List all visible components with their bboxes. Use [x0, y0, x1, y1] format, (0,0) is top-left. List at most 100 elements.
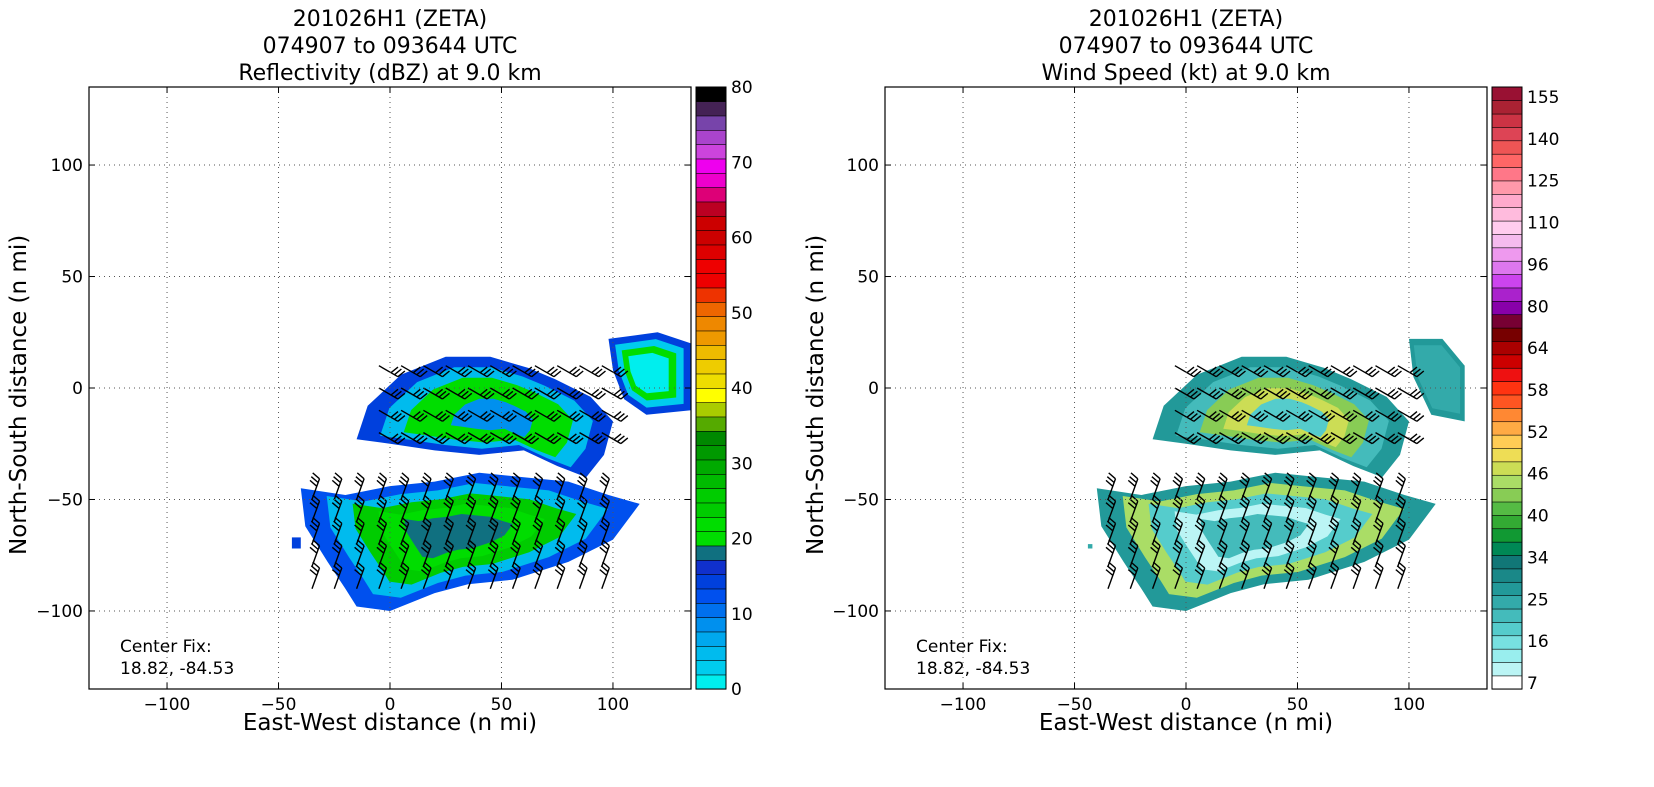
colorbar-bin: [695, 86, 727, 102]
colorbar-bin: [695, 144, 727, 160]
wind-barb: [331, 494, 343, 523]
chart-title: 201026H1 (ZETA) 074907 to 093644 UTC Ref…: [89, 6, 691, 87]
wind-barb: [1241, 387, 1269, 400]
wind-barb: [331, 472, 343, 500]
wind-barb: [599, 516, 610, 545]
colorbar-bin: [695, 201, 727, 217]
wind-barb: [1239, 539, 1250, 567]
wind-barb: [309, 561, 321, 589]
wind-barb: [1194, 516, 1206, 545]
wind-barb: [423, 365, 450, 378]
center-fix-label: Center Fix: 18.82, -84.53: [120, 636, 234, 680]
wind-barb: [1127, 472, 1139, 500]
wind-barb: [445, 431, 473, 445]
wind-barb: [420, 472, 432, 500]
wind-barb: [1150, 472, 1161, 500]
colorbar-bin: [695, 602, 727, 618]
center-fix-coords: 18.82, -84.53: [916, 659, 1031, 679]
wind-barb: [1194, 494, 1206, 523]
wind-barb: [354, 561, 365, 589]
wind-barb: [423, 431, 450, 445]
y-tick-label: −100: [832, 602, 879, 622]
colorbar-bin: [695, 330, 727, 346]
wind-barb: [489, 365, 517, 378]
wind-barb: [532, 494, 544, 523]
colorbar-bin: [1491, 474, 1523, 489]
wind-barb: [1239, 494, 1250, 523]
title-line-3: Reflectivity (dBZ) at 9.0 km: [238, 61, 542, 86]
colorbar-bin: [695, 588, 727, 604]
wind-barb: [467, 409, 495, 422]
colorbar-tick-label: 125: [1527, 172, 1559, 192]
x-tick-label: 100: [597, 695, 629, 715]
wind-barb: [1285, 409, 1313, 422]
wind-barb: [532, 472, 544, 500]
wind-barb: [1397, 409, 1425, 422]
colorbar-bin: [695, 660, 727, 676]
wind-barb: [445, 409, 473, 422]
wind-barb: [554, 561, 566, 589]
colorbar-bin: [695, 559, 727, 575]
wind-barb: [1375, 409, 1402, 422]
wind-barb: [1239, 472, 1250, 500]
colorbar-bin: [1491, 113, 1523, 128]
wind-barb: [1219, 387, 1246, 400]
x-tick-label: 0: [385, 695, 396, 715]
colorbar-tick-label: 46: [1527, 465, 1549, 485]
wind-barb: [420, 516, 432, 545]
colorbar-bin: [1491, 621, 1523, 637]
colorbar-bin: [1491, 354, 1523, 369]
colorbar-bin: [1491, 193, 1523, 208]
wind-barb: [1350, 472, 1362, 500]
x-axis-label: East-West distance (n mi): [242, 710, 538, 736]
wind-barb: [1328, 516, 1340, 545]
colorbar-bin: [695, 416, 727, 432]
y-tick-label: 50: [61, 268, 83, 288]
center-fix-title: Center Fix:: [120, 637, 212, 657]
wind-barb: [577, 494, 588, 523]
wind-barb: [309, 516, 321, 545]
wind-barb: [1105, 472, 1117, 500]
chart-title: 201026H1 (ZETA) 074907 to 093644 UTC Win…: [885, 6, 1487, 87]
x-axis-label: East-West distance (n mi): [1038, 710, 1334, 736]
colorbar-bin: [1491, 568, 1523, 583]
title-line-3: Wind Speed (kt) at 9.0 km: [1041, 61, 1331, 86]
colorbar-bin: [1491, 488, 1523, 503]
wind-barb: [376, 539, 388, 567]
wind-barb: [1352, 431, 1380, 445]
wind-barb: [601, 387, 629, 400]
colorbar-tick-label: 80: [731, 78, 753, 98]
colorbar-tick-label: 40: [731, 379, 753, 399]
wind-barb: [554, 494, 566, 523]
wind-barb: [443, 539, 454, 567]
field-layer: [1087, 338, 1465, 611]
wind-barb: [1127, 539, 1139, 567]
wind-barb: [1263, 431, 1291, 445]
colorbar-bin: [695, 545, 727, 561]
colorbar-bin: [1491, 367, 1523, 382]
wind-barb: [354, 494, 365, 523]
wind-barb: [1308, 431, 1336, 445]
wind-barb: [599, 472, 610, 500]
wind-barb: [1150, 561, 1161, 589]
colorbar-frame: [695, 86, 727, 690]
wind-barb: [1375, 387, 1402, 400]
title-line-2: 074907 to 093644 UTC: [1058, 34, 1314, 59]
colorbar-bin: [695, 473, 727, 489]
wind-barb: [1283, 516, 1295, 545]
wind-barb: [1174, 409, 1202, 422]
wind-barb: [577, 561, 588, 589]
wind-barb: [599, 539, 610, 567]
wind-barb: [1306, 494, 1317, 523]
colorbar-bin: [695, 187, 727, 203]
wind-barb: [1105, 516, 1117, 545]
wind-barb: [599, 494, 610, 523]
colorbar-tick-label: 110: [1527, 214, 1559, 234]
wind-barb: [1350, 494, 1362, 523]
wind-speed-chart: −100 −50 0 50 100 100 50 0 −50 −100 7 16 25 34 40 46 52 5…: [832, 86, 1559, 715]
colorbar-bin: [695, 631, 727, 647]
wind-barb: [579, 387, 606, 400]
center-fix-label: Center Fix: 18.82, -84.53: [916, 636, 1030, 680]
y-tick-label: −50: [843, 490, 879, 510]
colorbar-bin: [1491, 126, 1523, 142]
